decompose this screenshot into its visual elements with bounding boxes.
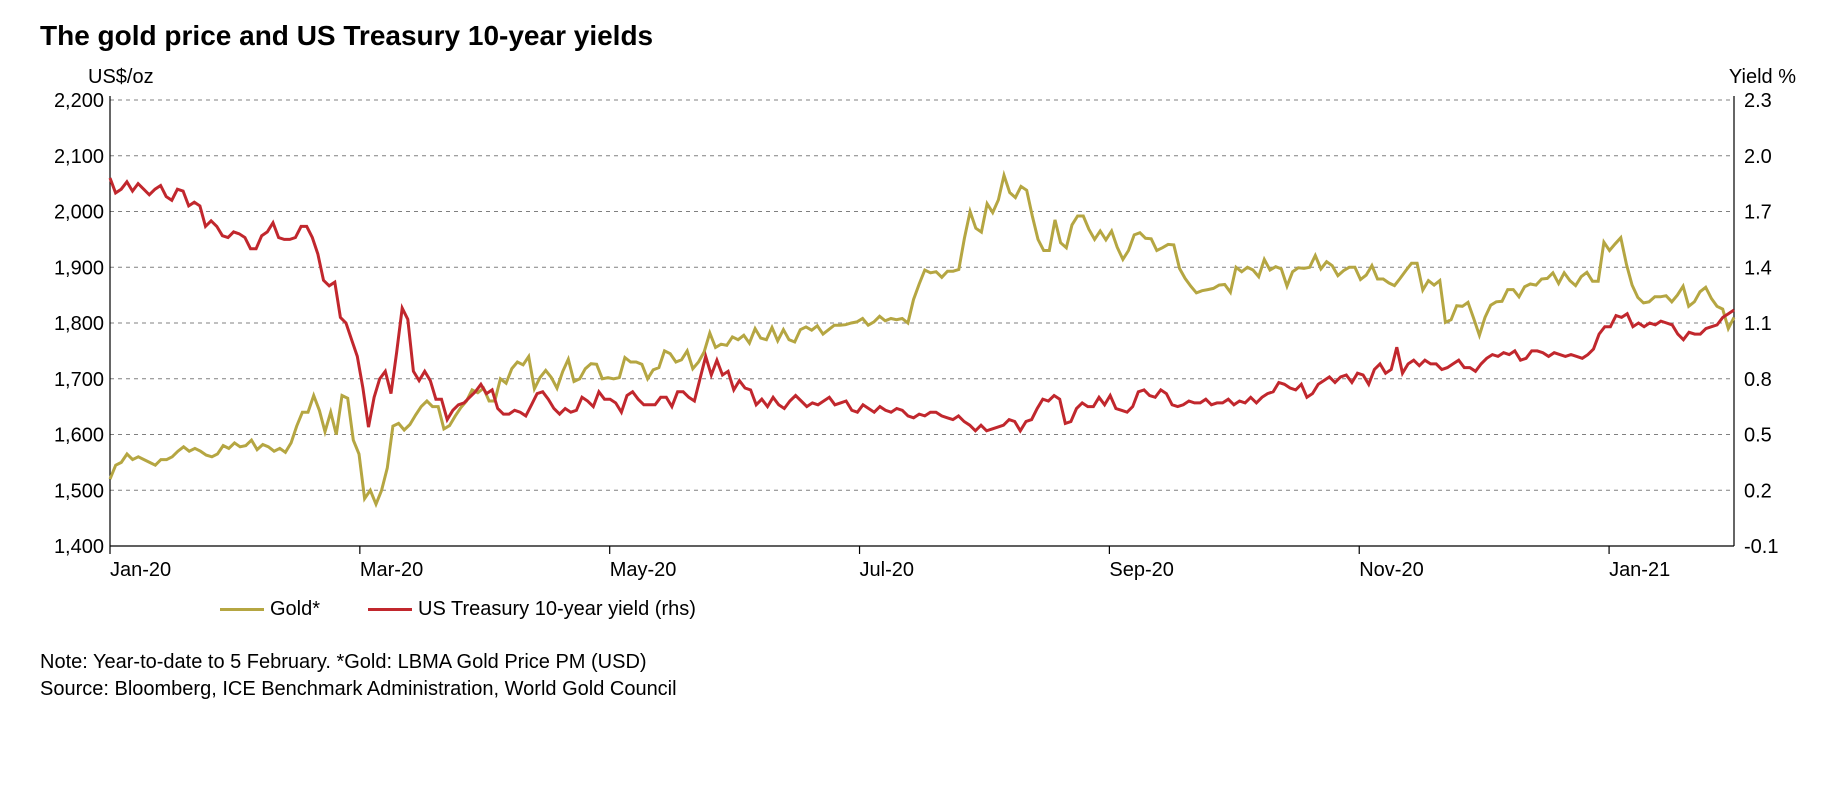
svg-text:2,200: 2,200: [54, 90, 104, 112]
chart-svg: 2,200 2.3 2,100 2.0 2,000 1.7 1,900 1.4 1,800 1.1…: [40, 70, 1796, 590]
chart-title: The gold price and US Treasury 10-year y…: [40, 20, 1796, 52]
y-axis-left-label: US$/oz: [88, 66, 154, 89]
svg-text:Jan-21: Jan-21: [1609, 559, 1670, 581]
svg-text:1,700: 1,700: [54, 369, 104, 391]
svg-text:0.5: 0.5: [1744, 425, 1772, 447]
footnote: Note: Year-to-date to 5 February. *Gold:…: [40, 649, 1796, 703]
legend-item-gold: Gold*: [220, 598, 320, 621]
svg-text:1,800: 1,800: [54, 313, 104, 335]
svg-text:Jan-20: Jan-20: [110, 559, 171, 581]
svg-text:2,100: 2,100: [54, 146, 104, 168]
svg-text:1.7: 1.7: [1744, 202, 1772, 224]
y-axis-right-label: Yield %: [1729, 66, 1796, 89]
legend: Gold* US Treasury 10-year yield (rhs): [220, 598, 1796, 621]
legend-label-gold: Gold*: [270, 598, 320, 621]
svg-text:2.3: 2.3: [1744, 90, 1772, 112]
svg-text:1,500: 1,500: [54, 480, 104, 502]
legend-item-yield: US Treasury 10-year yield (rhs): [368, 598, 696, 621]
svg-text:1,600: 1,600: [54, 425, 104, 447]
svg-text:1.4: 1.4: [1744, 257, 1772, 279]
chart-area: US$/oz Yield % 2,2002.32,1002.02,0001.71…: [40, 70, 1796, 590]
svg-text:Nov-20: Nov-20: [1359, 559, 1423, 581]
svg-text:1.1: 1.1: [1744, 313, 1772, 335]
legend-swatch-yield: [368, 608, 412, 611]
note-text: Note: Year-to-date to 5 February. *Gold:…: [40, 649, 1796, 676]
source-text: Source: Bloomberg, ICE Benchmark Adminis…: [40, 676, 1796, 703]
svg-text:0.8: 0.8: [1744, 369, 1772, 391]
svg-text:Jul-20: Jul-20: [860, 559, 914, 581]
svg-text:1,900: 1,900: [54, 257, 104, 279]
svg-text:Mar-20: Mar-20: [360, 559, 423, 581]
svg-text:May-20: May-20: [610, 559, 677, 581]
svg-text:1,400: 1,400: [54, 536, 104, 558]
svg-text:Sep-20: Sep-20: [1109, 559, 1174, 581]
svg-text:-0.1: -0.1: [1744, 536, 1778, 558]
legend-label-yield: US Treasury 10-year yield (rhs): [418, 598, 696, 621]
svg-text:0.2: 0.2: [1744, 480, 1772, 502]
svg-text:2,000: 2,000: [54, 202, 104, 224]
svg-text:2.0: 2.0: [1744, 146, 1772, 168]
legend-swatch-gold: [220, 608, 264, 611]
